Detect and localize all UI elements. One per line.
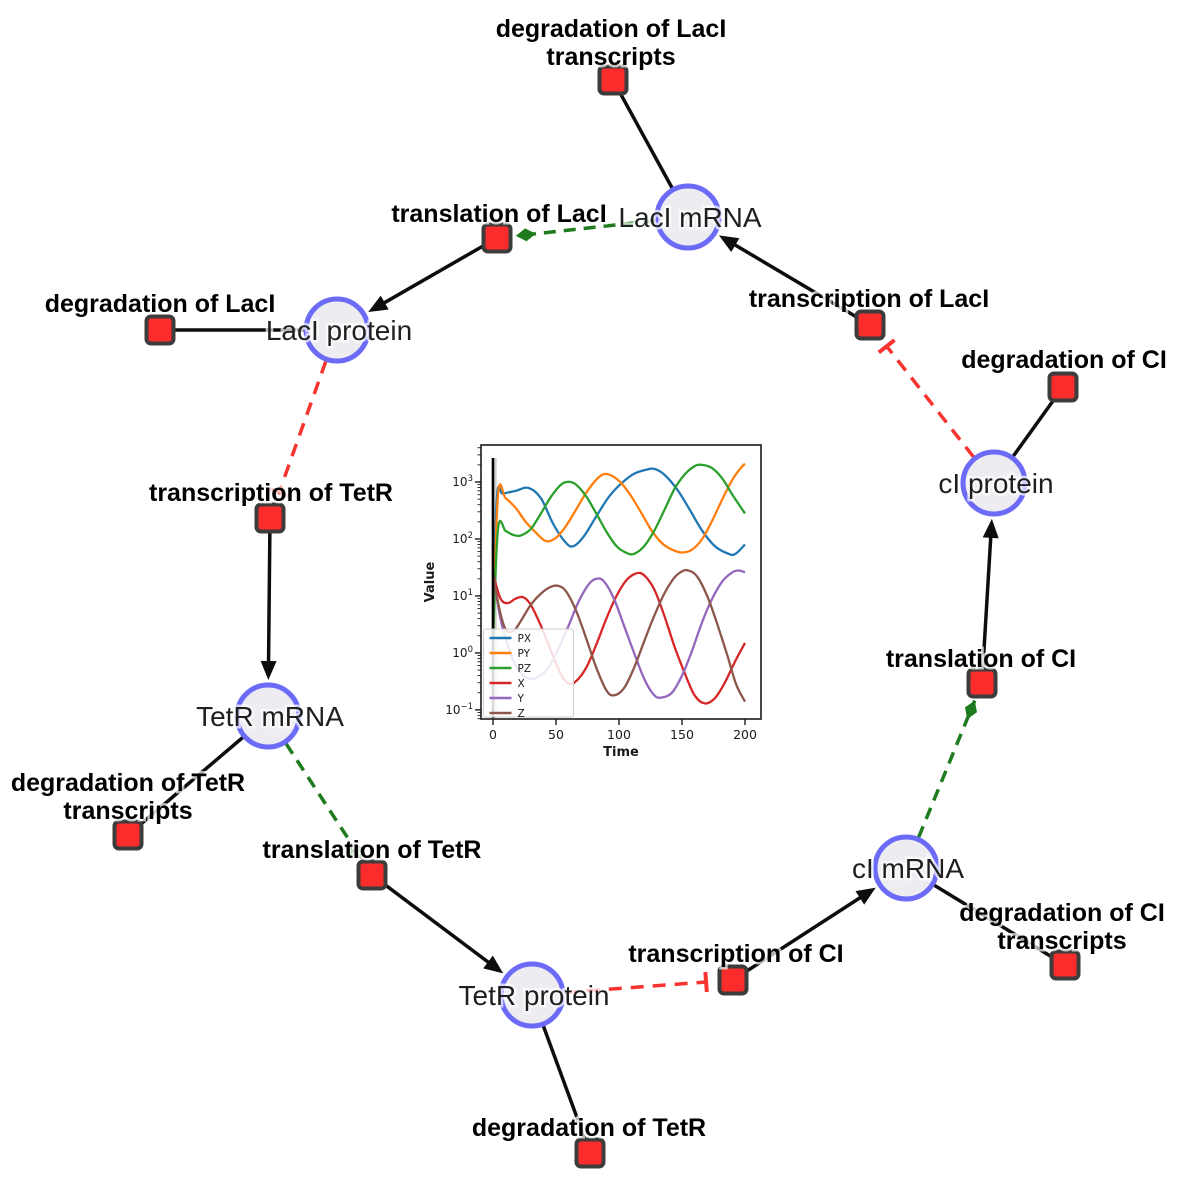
reaction-node-transcription-tetr[interactable] [254,502,286,534]
edge-ci-protein-transcription-laci-tbar-icon [877,338,896,354]
y-tick-label: 103 [452,474,473,489]
reaction-label-translation-ci: translation of CI [886,645,1076,673]
reaction-label-translation-laci: translation of LacI [391,200,606,228]
reaction-node-deg-laci[interactable] [144,314,176,346]
reaction-label-transcription-ci: transcription of CI [628,940,843,968]
edge-tetr-mrna-translation-tetr [284,742,364,861]
edge-transcription-tetr-tetr-mrna [266,517,272,671]
reaction-node-transcription-ci[interactable] [717,964,749,996]
series-PX [491,467,746,643]
species-node-laci-mrna[interactable] [654,183,722,251]
reaction-node-translation-ci[interactable] [966,667,998,699]
reaction-label-deg-ci-transcripts: degradation of CI [959,899,1165,927]
reaction-label-translation-tetr: translation of TetR [263,836,482,864]
x-tick-label: 50 [548,727,564,742]
series-Z [491,568,747,703]
inset-plot: 0 50 100 150 200 10−1 100 101 102 103 Time Value PX P… [423,444,762,760]
x-tick-label: 200 [733,727,757,742]
y-tick-label: 101 [452,588,473,603]
legend-label-PZ: PZ [518,663,532,675]
labels-layer: degradation of LacItranscriptstranslatio… [8,13,1169,1145]
edges-layer [126,79,1066,1154]
x-tick-label: 0 [489,727,497,742]
species-node-tetr-protein[interactable] [498,961,566,1029]
edge-transcription-ci-ci-mrna [732,891,869,982]
edge-tetr-protein-transcription-ci-tbar-icon [703,971,709,993]
reaction-node-translation-laci[interactable] [481,222,513,254]
reaction-label-deg-tetr-transcripts: transcripts [63,797,192,825]
x-axis-label: Time [603,745,639,760]
y-tick-label: 10−1 [445,702,473,717]
edge-ci-protein-transcription-laci [885,345,976,459]
reaction-node-deg-ci[interactable] [1047,371,1079,403]
edge-translation-ci-ci-protein-arrowhead-icon [982,518,999,539]
x-tick-label: 100 [607,727,631,742]
species-label-laci-mrna: LacI mRNA [618,202,761,233]
edge-laci-mrna-translation-laci [515,218,656,238]
legend-box [483,628,574,718]
edge-laci-protein-transcription-tetr [277,360,328,494]
edge-tetr-mrna-translation-tetr-diamond-icon [350,842,362,860]
reaction-label-deg-tetr-transcripts: degradation of TetR [11,769,245,797]
series-PZ [491,463,746,643]
species-label-tetr-mrna: TetR mRNA [196,701,344,732]
edge-ci-mrna-translation-ci [916,699,977,839]
edge-laci-mrna-translation-laci-diamond-icon [515,228,536,242]
edge-translation-laci-laci-protein [376,236,498,309]
legend-label-Z: Z [518,708,525,720]
series-PY [491,462,746,643]
x-tick-label: 150 [670,727,694,742]
reaction-node-deg-tetr-transcripts[interactable] [112,819,144,851]
reaction-label-transcription-laci: transcription of LacI [749,285,989,313]
reaction-label-deg-laci: degradation of LacI [45,290,276,318]
species-label-ci-protein: cI protein [938,468,1053,499]
y-tick-label: 102 [452,531,473,546]
reaction-label-deg-laci-transcripts: transcripts [546,43,675,71]
species-label-laci-protein: LacI protein [266,315,412,346]
edge-laci-protein-transcription-tetr-tbar-icon [268,487,290,498]
reaction-label-deg-ci: degradation of CI [961,346,1167,374]
species-node-ci-protein[interactable] [960,449,1028,517]
species-node-tetr-mrna[interactable] [234,682,302,750]
nodes-layer [112,64,1081,1169]
edge-translation-tetr-tetr-protein [370,873,497,969]
edge-transcription-tetr-tetr-mrna-arrowhead-icon [260,660,277,681]
y-axis-label: Value [423,561,438,602]
reaction-node-deg-laci-transcripts[interactable] [597,64,629,96]
reaction-label-deg-laci-transcripts: degradation of LacI [496,15,727,43]
edge-translation-tetr-tetr-protein-arrowhead-icon [483,955,504,974]
reaction-node-translation-tetr[interactable] [356,859,388,891]
edge-translation-ci-ci-protein [980,528,993,684]
reaction-label-deg-ci-transcripts: transcripts [997,927,1126,955]
reaction-label-transcription-tetr: transcription of TetR [149,479,393,507]
species-node-laci-protein[interactable] [303,296,371,364]
edge-transcription-ci-ci-mrna-arrowhead-icon [855,887,876,905]
legend-label-PX: PX [518,633,532,645]
series-X [491,571,747,705]
species-label-ci-mrna: cI mRNA [852,853,964,884]
edge-transcription-laci-laci-mrna [726,238,871,327]
edge-tetr-protein-transcription-ci [564,980,707,995]
edge-ci-mrna-translation-ci-diamond-icon [964,700,977,720]
species-label-tetr-protein: TetR protein [459,980,610,1011]
reaction-node-transcription-laci[interactable] [854,309,886,341]
legend-label-Y: Y [517,693,525,705]
legend-label-PY: PY [518,648,531,660]
edge-translation-laci-laci-protein-arrowhead-icon [368,295,389,313]
edge-transcription-laci-laci-mrna-arrowhead-icon [718,235,740,252]
plot-frame [480,444,762,720]
reaction-node-deg-ci-transcripts[interactable] [1049,949,1081,981]
reaction-label-deg-tetr: degradation of TetR [472,1114,706,1142]
reaction-node-deg-tetr[interactable] [574,1137,606,1169]
legend-label-X: X [518,678,525,690]
y-tick-label: 100 [452,645,473,660]
species-node-ci-mrna[interactable] [872,834,940,902]
